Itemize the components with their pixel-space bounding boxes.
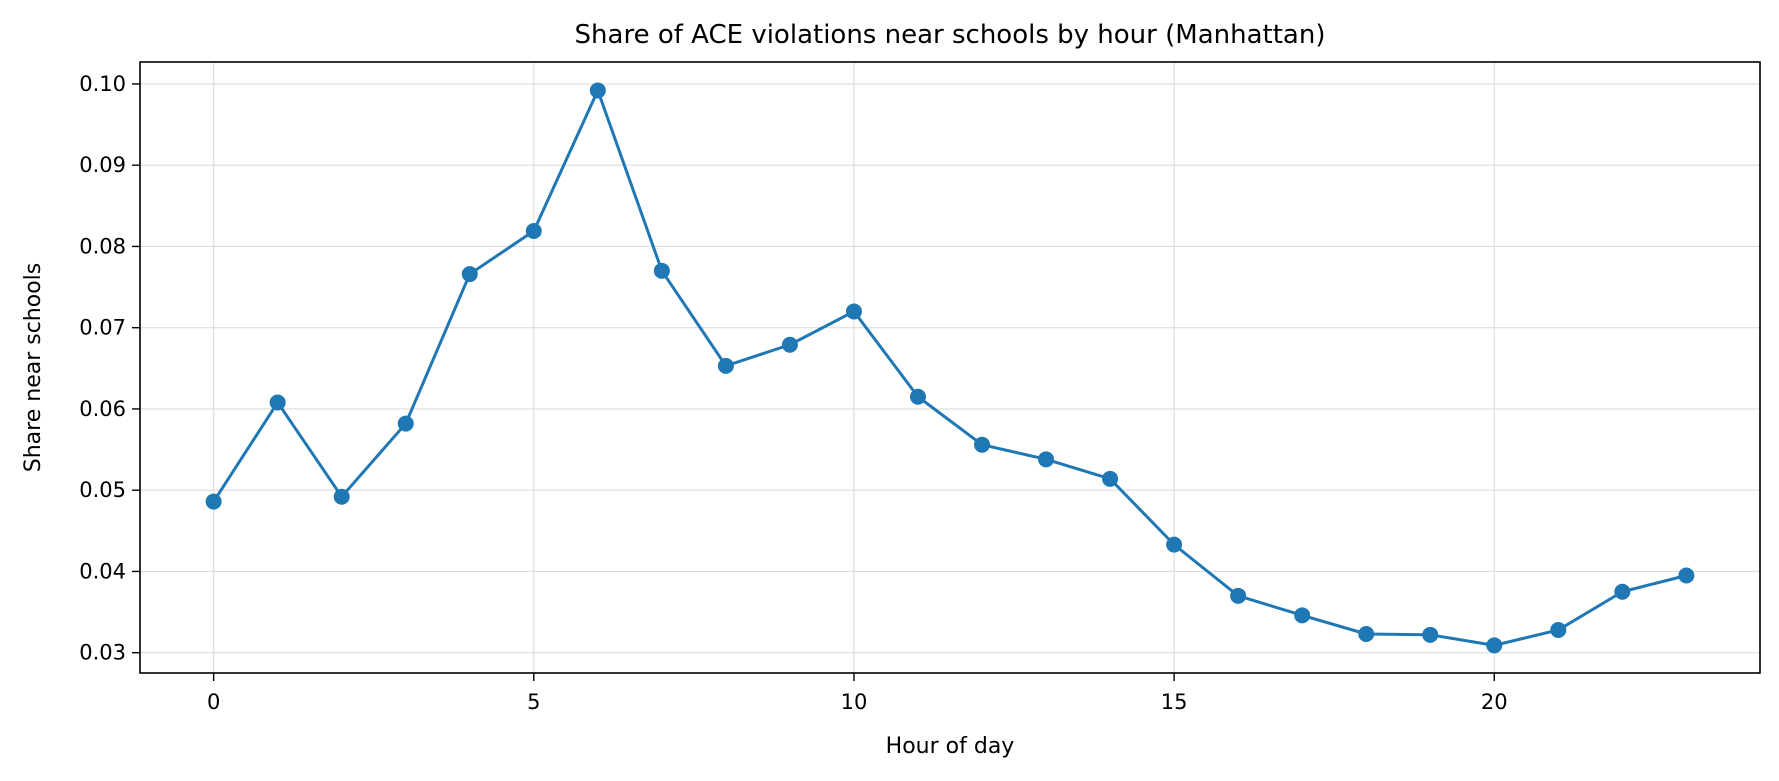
data-point <box>205 493 222 510</box>
x-tick-label: 15 <box>1161 690 1188 714</box>
data-point <box>1294 607 1311 624</box>
data-point <box>589 82 606 99</box>
series-layer <box>205 82 1695 654</box>
data-point <box>717 357 734 374</box>
data-point <box>974 436 991 453</box>
y-tick-label: 0.08 <box>79 234 126 258</box>
data-point <box>525 223 542 239</box>
y-tick-label: 0.04 <box>79 559 126 583</box>
y-tick-label: 0.09 <box>79 153 126 177</box>
data-point <box>461 266 478 283</box>
ticks: 0 5 10 15 20 0.03 0.04 0.05 0.06 0.07 0.08 0.09 0.10 <box>79 72 1507 714</box>
y-tick-label: 0.03 <box>79 641 126 665</box>
data-point <box>397 415 414 432</box>
y-tick-label: 0.06 <box>79 397 126 421</box>
data-point <box>269 394 286 411</box>
data-point <box>1038 451 1055 468</box>
x-tick-label: 10 <box>841 690 868 714</box>
y-tick-label: 0.10 <box>79 72 126 96</box>
data-point <box>1102 470 1119 487</box>
y-tick-label: 0.05 <box>79 478 126 502</box>
data-point <box>1358 626 1375 642</box>
x-tick-label: 0 <box>207 690 220 714</box>
x-tick-label: 5 <box>527 690 540 714</box>
data-point <box>781 336 798 353</box>
data-point <box>653 262 670 279</box>
data-point <box>1678 567 1695 584</box>
data-point <box>1550 621 1567 638</box>
y-tick-label: 0.07 <box>79 316 126 340</box>
data-point <box>333 488 350 505</box>
data-point <box>1486 637 1503 654</box>
chart-title: Share of ACE violations near schools by … <box>575 20 1326 50</box>
data-point <box>1230 587 1247 604</box>
data-point <box>909 388 926 405</box>
plot-frame <box>139 61 1761 674</box>
series-line <box>212 88 1687 647</box>
x-tick-label: 20 <box>1481 690 1508 714</box>
grid <box>140 62 1760 673</box>
x-axis-label: Hour of day <box>886 734 1015 759</box>
data-point <box>1166 536 1183 553</box>
data-point <box>845 303 862 320</box>
y-axis-label: Share near schools <box>21 263 46 472</box>
data-point <box>1614 583 1631 600</box>
data-point <box>1422 626 1439 643</box>
